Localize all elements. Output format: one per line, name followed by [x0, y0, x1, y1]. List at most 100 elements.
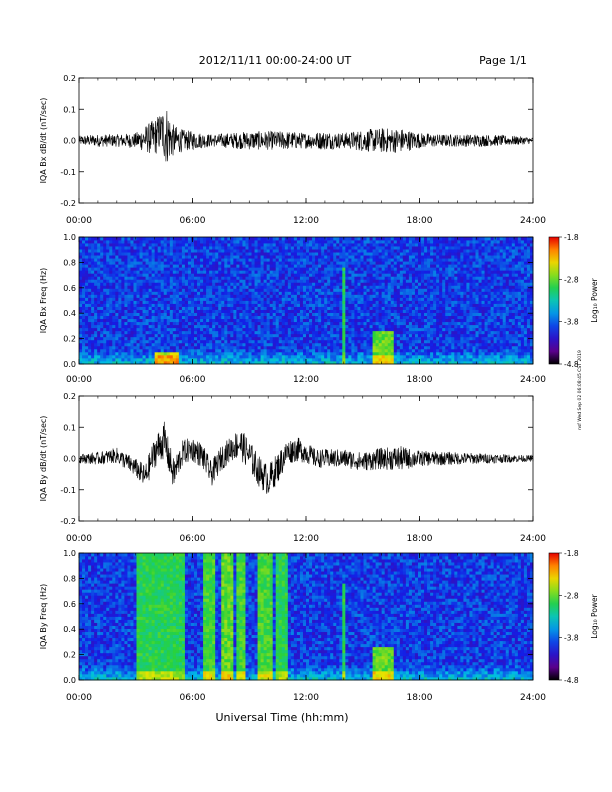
heatmap-cell	[85, 309, 89, 313]
heatmap-cell	[384, 324, 389, 329]
heatmap-cell	[324, 249, 328, 253]
heatmap-cell	[290, 357, 295, 362]
heatmap-cell	[109, 288, 113, 292]
heatmap-cell	[302, 243, 307, 247]
heatmap-cell	[106, 348, 110, 353]
heatmap-cell	[187, 354, 192, 359]
heatmap-cell	[369, 342, 373, 347]
heatmap-cell	[318, 276, 322, 280]
heatmap-cell	[218, 288, 222, 292]
heatmap-cell	[417, 348, 422, 353]
heatmap-cell	[239, 261, 243, 265]
heatmap-cell	[342, 336, 346, 341]
heatmap-cell	[163, 252, 168, 256]
heatmap-cell	[163, 348, 168, 353]
heatmap-cell	[197, 321, 201, 326]
heatmap-cell	[278, 291, 283, 295]
heatmap-cell	[85, 255, 89, 259]
heatmap-cell	[390, 264, 395, 268]
heatmap-cell	[424, 360, 428, 365]
heatmap-cell	[218, 324, 222, 329]
heatmap-cell	[118, 273, 122, 277]
heatmap-cell	[227, 252, 231, 256]
heatmap-cell	[145, 342, 150, 347]
heatmap-cell	[296, 345, 301, 350]
heatmap-cell	[85, 324, 89, 329]
heatmap-cell	[257, 294, 261, 298]
heatmap-cell	[427, 267, 431, 271]
heatmap-cell	[315, 276, 319, 280]
heatmap-cell	[315, 300, 319, 304]
heatmap-cell	[281, 327, 286, 332]
heatmap-cell	[97, 342, 101, 347]
heatmap-cell	[402, 285, 407, 289]
heatmap-cell	[290, 285, 295, 289]
heatmap-cell	[227, 297, 231, 301]
heatmap-cell	[127, 345, 131, 350]
heatmap-cell	[239, 324, 243, 329]
heatmap-cell	[242, 339, 246, 344]
heatmap-cell	[224, 285, 228, 289]
heatmap-cell	[430, 261, 434, 265]
heatmap-cell	[254, 309, 258, 313]
heatmap-cell	[157, 336, 162, 341]
heatmap-cell	[118, 312, 122, 317]
heatmap-cell	[333, 348, 337, 353]
heatmap-cell	[408, 264, 413, 268]
heatmap-cell	[178, 264, 183, 268]
heatmap-cell	[236, 333, 240, 338]
heatmap-cell	[363, 264, 367, 268]
heatmap-cell	[363, 315, 367, 320]
heatmap-cell	[405, 267, 410, 271]
heatmap-cell	[118, 330, 122, 335]
heatmap-cell	[315, 258, 319, 262]
heatmap-cell	[82, 279, 86, 283]
heatmap-cell	[227, 294, 231, 298]
heatmap-cell	[103, 240, 107, 244]
heatmap-cell	[330, 252, 334, 256]
heatmap-cell	[290, 330, 295, 335]
heatmap-cell	[88, 348, 92, 353]
heatmap-cell	[296, 354, 301, 359]
heatmap-cell	[430, 297, 434, 301]
heatmap-cell	[299, 264, 304, 268]
heatmap-cell	[85, 306, 89, 310]
heatmap-cell	[166, 243, 171, 247]
heatmap-cell	[218, 336, 222, 341]
heatmap-cell	[248, 270, 252, 274]
heatmap-cell	[384, 267, 389, 271]
heatmap-cell	[242, 237, 246, 241]
heatmap-cell	[245, 246, 249, 250]
heatmap-cell	[284, 339, 289, 344]
heatmap-cell	[275, 354, 280, 359]
heatmap-cell	[411, 273, 416, 277]
heatmap-cell	[414, 351, 419, 356]
heatmap-cell	[100, 291, 104, 295]
heatmap-cell	[163, 354, 168, 359]
heatmap-cell	[187, 321, 192, 326]
heatmap-cell	[139, 324, 143, 329]
heatmap-cell	[251, 333, 255, 338]
heatmap-cell	[257, 288, 261, 292]
heatmap-cell	[260, 348, 265, 353]
heatmap-cell	[315, 324, 319, 329]
heatmap-cell	[169, 339, 174, 344]
heatmap-cell	[197, 336, 201, 341]
heatmap-cell	[290, 240, 295, 244]
heatmap-cell	[269, 249, 274, 253]
heatmap-cell	[345, 258, 349, 262]
heatmap-cell	[106, 336, 110, 341]
heatmap-cell	[411, 309, 416, 313]
heatmap-cell	[118, 252, 122, 256]
heatmap-cell	[209, 300, 213, 304]
heatmap-cell	[233, 360, 237, 365]
heatmap-cell	[175, 348, 180, 353]
heatmap-cell	[106, 351, 110, 356]
heatmap-cell	[263, 237, 268, 241]
heatmap-cell	[169, 348, 174, 353]
heatmap-cell	[408, 324, 413, 329]
heatmap-cell	[227, 321, 231, 326]
heatmap-cell	[309, 270, 313, 274]
heatmap-cell	[357, 282, 361, 286]
heatmap-cell	[405, 261, 410, 265]
